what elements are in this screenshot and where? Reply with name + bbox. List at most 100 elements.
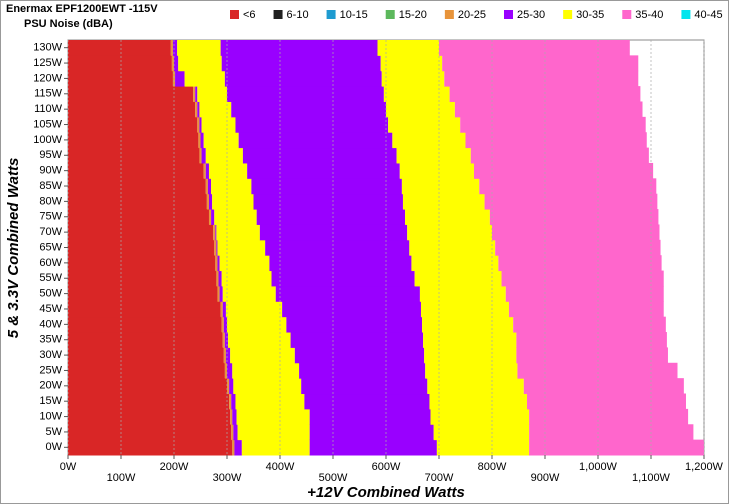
bar-segment <box>199 147 202 164</box>
legend-label: 40-45 <box>694 9 722 21</box>
bar-segment <box>217 239 266 256</box>
bar-segment <box>216 239 218 256</box>
bar-segment <box>237 424 310 441</box>
bar-segment <box>208 193 213 210</box>
bar-segment <box>227 316 287 333</box>
bar-segment <box>197 86 227 102</box>
bar-segment <box>425 362 518 379</box>
y-tick-label: 40W <box>39 318 62 330</box>
bar-segment <box>219 285 223 302</box>
bar-segment <box>227 86 384 102</box>
bar-segment <box>175 70 185 87</box>
y-tick-label: 55W <box>39 272 62 284</box>
x-tick-label: 1,200W <box>685 461 724 473</box>
bar-segment <box>282 301 421 318</box>
bar-segment <box>68 70 173 87</box>
bar-segment <box>392 132 466 149</box>
bar-segment <box>68 270 217 287</box>
bar-segment <box>223 347 226 364</box>
bar-segment <box>444 70 639 87</box>
legend-label: <6 <box>243 9 256 21</box>
bar-segment <box>479 178 657 195</box>
bar-segment <box>242 147 397 164</box>
legend-label: 30-35 <box>576 9 604 21</box>
bar-segment <box>271 270 415 287</box>
bar-segment <box>529 424 694 441</box>
bar-segment <box>484 193 658 210</box>
legend-swatch <box>681 10 691 19</box>
bar-segment <box>513 316 666 333</box>
bar-segment <box>230 408 233 425</box>
bar-segment <box>68 408 231 425</box>
bar-segment <box>388 116 461 133</box>
bar-segment <box>489 209 659 225</box>
x-tick-label: 100W <box>107 472 136 484</box>
bar-segment <box>235 393 305 410</box>
bar-segment <box>381 70 445 87</box>
bar-segment <box>195 101 198 118</box>
bar-segment <box>232 408 237 425</box>
y-tick-label: 110W <box>34 103 63 115</box>
bar-segment <box>232 362 300 379</box>
x-tick-label: 700W <box>425 472 454 484</box>
bar-segment <box>501 270 664 287</box>
bar-segment <box>231 424 234 441</box>
x-tick-label: 200W <box>160 461 189 473</box>
legend-label: 15-20 <box>399 9 427 21</box>
bar-segment <box>178 55 222 72</box>
bar-segment <box>309 439 437 456</box>
bar-segment <box>68 86 194 102</box>
bar-segment <box>229 378 234 395</box>
bar-segment <box>212 193 254 210</box>
bar-segment <box>201 116 236 133</box>
bar-segment <box>68 224 214 241</box>
bar-segment <box>241 439 310 456</box>
bar-segment <box>68 162 204 179</box>
bar-segment <box>492 224 660 241</box>
bar-segment <box>221 316 224 333</box>
bar-segment <box>68 424 232 441</box>
bar-segment <box>211 178 252 195</box>
x-tick-label: 500W <box>319 472 348 484</box>
legend-label: 20-25 <box>458 9 486 21</box>
y-tick-label: 30W <box>39 349 62 361</box>
bar-segment <box>253 193 403 210</box>
bar-segment <box>414 270 502 287</box>
bar-segment <box>439 40 630 56</box>
bar-segment <box>286 316 423 333</box>
bar-segment <box>68 393 230 410</box>
bar-segment <box>433 424 530 441</box>
bar-segment <box>68 209 209 225</box>
bar-segment <box>199 116 202 133</box>
bar-segment <box>427 378 524 395</box>
y-tick-label: 95W <box>39 149 62 161</box>
legend-swatch <box>326 10 336 19</box>
legend-swatch <box>444 10 454 19</box>
bar-segment <box>68 347 224 364</box>
bar-segment <box>523 378 684 395</box>
y-tick-label: 15W <box>39 395 62 407</box>
bar-segment <box>219 255 270 272</box>
bar-segment <box>205 178 208 195</box>
bar-segment <box>275 285 420 302</box>
bar-segment <box>227 378 230 395</box>
bar-segment <box>436 439 530 456</box>
legend-swatch <box>563 10 573 19</box>
bar-segment <box>218 270 222 287</box>
bar-segment <box>68 301 221 318</box>
y-tick-label: 105W <box>33 118 62 130</box>
y-tick-label: 60W <box>39 257 62 269</box>
bar-segment <box>201 147 206 164</box>
y-tick-label: 90W <box>39 165 62 177</box>
bar-segment <box>68 255 216 272</box>
bar-segment <box>174 55 179 72</box>
legend-label: 25-30 <box>517 9 545 21</box>
bar-segment <box>232 439 235 456</box>
bar-segment <box>197 101 200 118</box>
bar-segment <box>214 209 257 225</box>
bar-segment <box>206 193 209 210</box>
bar-segment <box>259 224 408 241</box>
bar-segment <box>301 378 428 395</box>
y-tick-label: 130W <box>33 42 62 54</box>
y-tick-label: 10W <box>39 410 62 422</box>
